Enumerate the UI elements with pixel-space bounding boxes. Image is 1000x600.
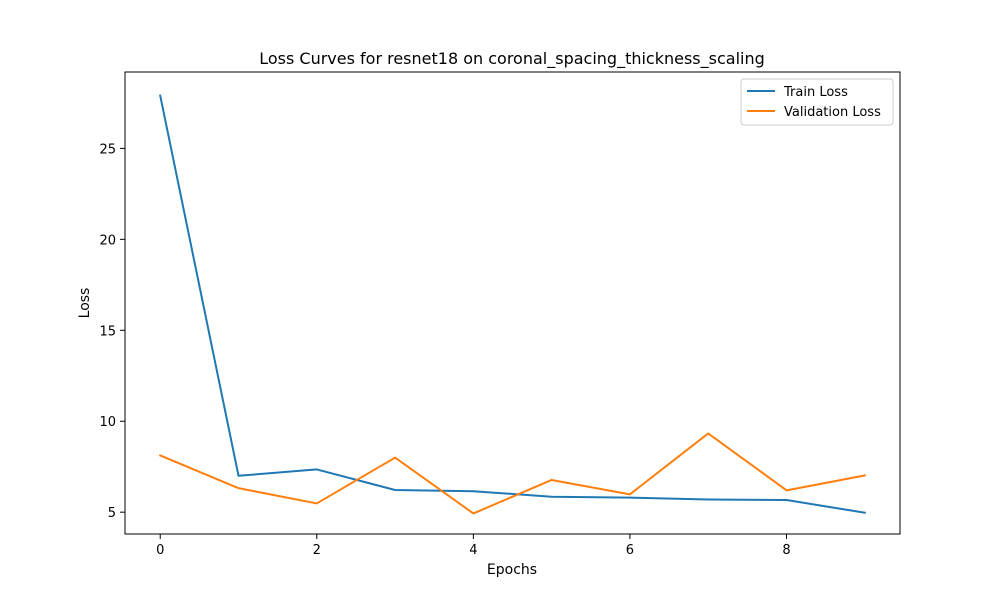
x-tick-label: 8 <box>782 543 790 558</box>
x-tick-label: 4 <box>469 543 477 558</box>
y-tick-label: 10 <box>99 415 116 430</box>
legend: Train Loss Validation Loss <box>740 78 894 126</box>
series-line-train-loss <box>159 94 866 514</box>
plot-frame <box>124 71 901 535</box>
legend-label: Validation Loss <box>784 105 881 120</box>
legend-label: Train Loss <box>783 85 848 100</box>
chart-title: Loss Curves for resnet18 on coronal_spac… <box>259 49 765 69</box>
x-tick-label: 2 <box>313 543 321 558</box>
y-axis-label: Loss <box>77 288 93 319</box>
x-axis-label: Epochs <box>487 562 537 578</box>
series-line-validation-loss <box>158 432 866 515</box>
plot-area: 0 2 4 6 8 5 10 15 20 25 <box>99 94 866 558</box>
x-tick-label: 6 <box>626 543 634 558</box>
legend-box <box>740 78 894 126</box>
x-tick-label: 0 <box>156 543 164 558</box>
y-tick-label: 5 <box>108 506 116 521</box>
y-tick-label: 25 <box>99 142 116 157</box>
y-tick-label: 15 <box>99 324 116 339</box>
y-tick-label: 20 <box>99 233 116 248</box>
